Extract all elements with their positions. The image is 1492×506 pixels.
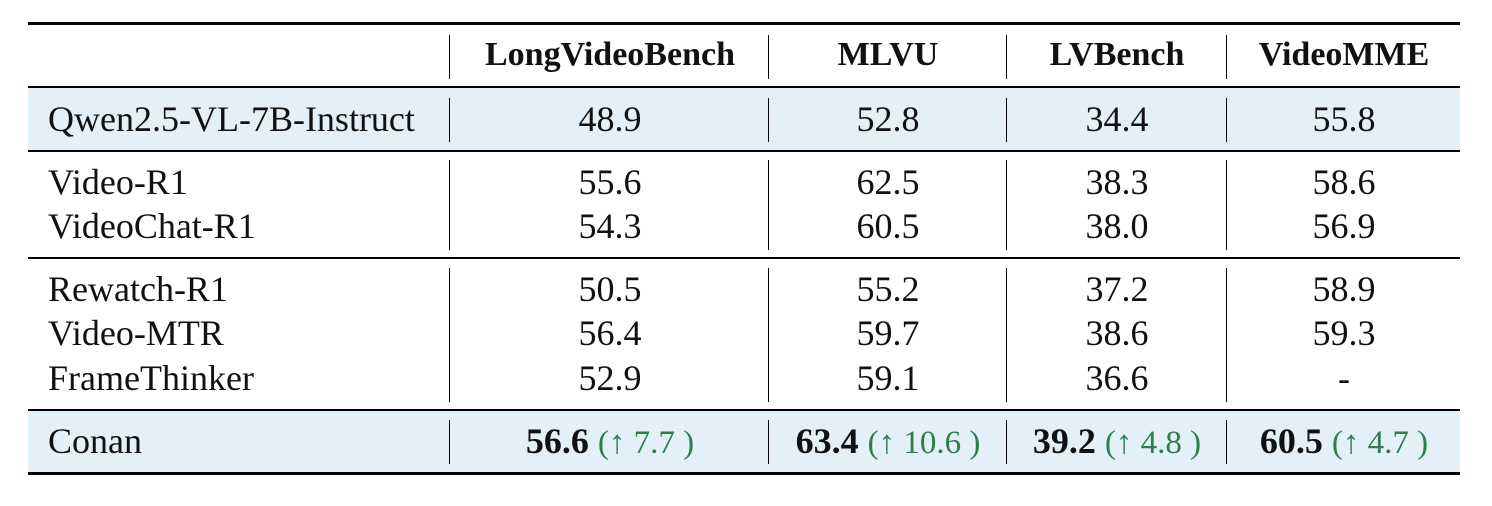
row-label-video-r1: Video-R1: [48, 162, 188, 202]
conan-score-mlvu: 63.4: [795, 421, 859, 461]
group3-rule: [28, 409, 1460, 411]
cell-qwen-mlvu: 52.8: [856, 99, 920, 139]
col-separator: [449, 420, 451, 464]
cell-video-mtr-lvbench: 38.6: [1085, 313, 1149, 353]
cell-video-mtr-longvideobench: 56.4: [578, 313, 642, 353]
conan-score-longvideobench: 56.6: [525, 421, 589, 461]
row-label-rewatch-r1: Rewatch-R1: [48, 269, 228, 309]
row-label-qwen: Qwen2.5-VL-7B-Instruct: [48, 99, 415, 139]
cell-framethinker-videomme: -: [1338, 358, 1350, 398]
cell-conan-videomme: 60.5 (↑ 4.7 ): [1228, 419, 1460, 463]
cell-framethinker-lvbench: 36.6: [1085, 358, 1149, 398]
col-separator: [449, 160, 451, 250]
header-videomme: VideoMME: [1258, 36, 1430, 73]
cell-conan-longvideobench: 56.6 (↑ 7.7 ): [452, 419, 768, 463]
cell-video-r1-videomme: 58.6: [1312, 162, 1376, 202]
header-lvbench: LVBench: [1049, 36, 1185, 73]
cell-qwen-lvbench: 34.4: [1085, 99, 1149, 139]
baseline-row-highlight: [28, 88, 1460, 150]
conan-gain-mlvu: (↑ 10.6 ): [867, 425, 981, 461]
col-separator: [768, 420, 770, 464]
conan-gain-lvbench: (↑ 4.8 ): [1104, 425, 1202, 461]
cell-framethinker-mlvu: 59.1: [856, 358, 920, 398]
group1-rule: [28, 150, 1460, 152]
col-separator: [449, 35, 451, 79]
cell-rewatch-r1-mlvu: 55.2: [856, 269, 920, 309]
cell-video-r1-mlvu: 62.5: [856, 162, 920, 202]
col-separator: [1006, 420, 1008, 464]
row-label-framethinker: FrameThinker: [48, 358, 254, 398]
conan-gain-longvideobench: (↑ 7.7 ): [597, 425, 695, 461]
cell-qwen-videomme: 55.8: [1312, 99, 1376, 139]
col-separator: [1226, 160, 1228, 250]
cell-qwen-longvideobench: 48.9: [578, 99, 642, 139]
col-separator: [1006, 160, 1008, 250]
header-rule: [28, 86, 1460, 88]
cell-video-r1-lvbench: 38.3: [1085, 162, 1149, 202]
col-separator: [449, 98, 451, 142]
cell-videochat-r1-mlvu: 60.5: [856, 206, 920, 246]
group2-rule: [28, 257, 1460, 259]
row-label-videochat-r1: VideoChat-R1: [48, 206, 256, 246]
col-separator: [768, 268, 770, 402]
col-separator: [1006, 98, 1008, 142]
col-separator: [1226, 98, 1228, 142]
conan-score-lvbench: 39.2: [1032, 421, 1096, 461]
cell-video-mtr-mlvu: 59.7: [856, 313, 920, 353]
col-separator: [449, 268, 451, 402]
top-rule: [28, 22, 1460, 25]
cell-framethinker-longvideobench: 52.9: [578, 358, 642, 398]
header-longvideobench: LongVideoBench: [484, 36, 735, 73]
cell-rewatch-r1-lvbench: 37.2: [1085, 269, 1149, 309]
cell-video-r1-longvideobench: 55.6: [578, 162, 642, 202]
bottom-rule: [28, 472, 1460, 475]
header-mlvu: MLVU: [837, 36, 939, 73]
cell-conan-lvbench: 39.2 (↑ 4.8 ): [1008, 419, 1226, 463]
col-separator: [1226, 35, 1228, 79]
cell-rewatch-r1-videomme: 58.9: [1312, 269, 1376, 309]
conan-gain-videomme: (↑ 4.7 ): [1331, 425, 1429, 461]
cell-video-mtr-videomme: 59.3: [1312, 313, 1376, 353]
col-separator: [768, 98, 770, 142]
col-separator: [1226, 420, 1228, 464]
conan-score-videomme: 60.5: [1259, 421, 1323, 461]
row-label-conan: Conan: [48, 421, 142, 461]
col-separator: [1006, 35, 1008, 79]
conan-row-highlight: [28, 411, 1460, 472]
col-separator: [768, 35, 770, 79]
cell-rewatch-r1-longvideobench: 50.5: [578, 269, 642, 309]
row-label-video-mtr: Video-MTR: [48, 313, 224, 353]
cell-videochat-r1-lvbench: 38.0: [1085, 206, 1149, 246]
cell-conan-mlvu: 63.4 (↑ 10.6 ): [770, 419, 1006, 463]
cell-videochat-r1-videomme: 56.9: [1312, 206, 1376, 246]
col-separator: [1226, 268, 1228, 402]
col-separator: [1006, 268, 1008, 402]
col-separator: [768, 160, 770, 250]
cell-videochat-r1-longvideobench: 54.3: [578, 206, 642, 246]
